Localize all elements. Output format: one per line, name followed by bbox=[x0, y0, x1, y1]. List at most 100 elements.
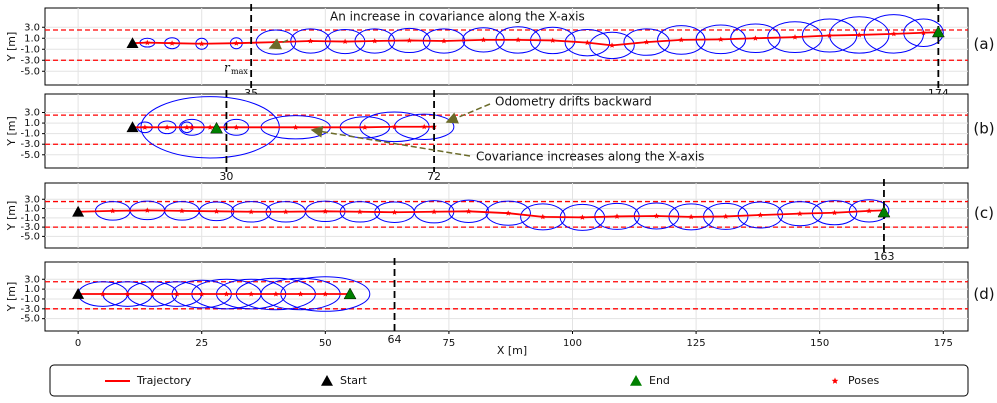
y-tick-label: -1.0 bbox=[20, 44, 40, 55]
y-axis-label: Y [m] bbox=[5, 32, 18, 63]
legend-star bbox=[831, 377, 839, 384]
end-marker bbox=[877, 205, 891, 218]
pose bbox=[371, 38, 378, 44]
y-tick-label: 3.0 bbox=[24, 274, 40, 285]
pose bbox=[718, 36, 724, 42]
legend-label: End bbox=[649, 374, 670, 387]
y-tick-label: -1.0 bbox=[20, 213, 40, 224]
radius-label-sub: max bbox=[231, 67, 248, 76]
legend-label: Trajectory bbox=[136, 374, 192, 387]
pose bbox=[184, 124, 190, 130]
x-tick-label: 50 bbox=[319, 338, 332, 349]
legend-triangle bbox=[630, 375, 642, 386]
trajectory bbox=[78, 209, 884, 219]
x-tick-label: 0 bbox=[75, 338, 81, 349]
pose bbox=[307, 38, 314, 44]
covariance-ellipse bbox=[589, 31, 635, 60]
pose bbox=[891, 30, 897, 37]
pose bbox=[826, 32, 833, 38]
annotation-arrow bbox=[445, 103, 491, 124]
pose bbox=[752, 35, 759, 41]
annotation: An increase in covariance along the X-ax… bbox=[330, 10, 585, 24]
annotation: Odometry drifts backward bbox=[495, 95, 652, 109]
start-marker bbox=[72, 205, 85, 217]
start-marker bbox=[126, 121, 139, 133]
pose bbox=[207, 124, 213, 130]
pose bbox=[920, 29, 927, 36]
x-tick-label: 100 bbox=[563, 338, 582, 349]
covariance-ellipse bbox=[564, 28, 611, 57]
pose bbox=[362, 124, 368, 130]
annotation: Covariance increases along the X-axis bbox=[476, 150, 704, 164]
pose bbox=[614, 213, 620, 219]
panel-label: (b) bbox=[973, 120, 994, 138]
pose bbox=[292, 124, 299, 130]
pose bbox=[722, 213, 729, 219]
x-tick-label: 25 bbox=[195, 338, 208, 349]
pose bbox=[391, 123, 398, 130]
annotation-arrow bbox=[268, 38, 289, 50]
radius-label: r bbox=[224, 61, 231, 75]
pose bbox=[757, 212, 764, 218]
y-tick-label: 3.0 bbox=[24, 194, 40, 205]
pose bbox=[866, 207, 872, 214]
covariance-ellipse bbox=[623, 28, 670, 56]
covariance-ellipse bbox=[848, 199, 890, 223]
y-tick-label: -3.0 bbox=[20, 55, 40, 66]
y-axis-label: Y [m] bbox=[5, 201, 18, 232]
pose bbox=[198, 291, 205, 297]
pose bbox=[248, 291, 254, 297]
x-tick-label: 75 bbox=[443, 338, 456, 349]
pose bbox=[248, 208, 254, 215]
y-axis-label: Y [m] bbox=[5, 282, 18, 313]
pose bbox=[391, 209, 398, 215]
y-tick-label: -3.0 bbox=[20, 222, 40, 233]
plot-area bbox=[44, 261, 969, 332]
pose bbox=[169, 40, 175, 46]
pose bbox=[609, 42, 615, 48]
y-tick-label: 3.0 bbox=[24, 22, 40, 33]
plot-area bbox=[44, 182, 969, 249]
pose bbox=[653, 213, 660, 219]
pose bbox=[322, 208, 329, 214]
pose bbox=[465, 208, 472, 214]
pose bbox=[431, 208, 437, 215]
y-axis-label: Y [m] bbox=[5, 116, 18, 147]
y-tick-label: -5.0 bbox=[20, 150, 40, 161]
y-tick-label: 1.0 bbox=[24, 284, 40, 295]
y-tick-label: -1.0 bbox=[20, 129, 40, 140]
legend-box bbox=[49, 364, 969, 397]
pose bbox=[174, 291, 180, 297]
pose bbox=[124, 291, 131, 297]
start-marker bbox=[72, 288, 85, 299]
start-marker bbox=[126, 37, 139, 48]
pose bbox=[109, 207, 116, 214]
marker-label: 72 bbox=[427, 170, 441, 183]
trajectory bbox=[132, 125, 435, 129]
pose bbox=[856, 32, 863, 38]
pose bbox=[549, 37, 556, 43]
pose bbox=[480, 36, 487, 43]
pose bbox=[233, 124, 240, 130]
legend-triangle bbox=[321, 375, 333, 386]
x-axis-label: X [m] bbox=[497, 344, 527, 357]
pose bbox=[441, 38, 447, 44]
pose bbox=[643, 39, 650, 45]
covariance-ellipse bbox=[485, 200, 531, 226]
marker-label: 163 bbox=[873, 250, 894, 263]
pose bbox=[189, 124, 195, 130]
panel-label: (a) bbox=[974, 35, 995, 53]
pose bbox=[273, 291, 279, 297]
y-tick-label: 3.0 bbox=[24, 108, 40, 119]
pose bbox=[282, 208, 289, 215]
pose bbox=[584, 39, 591, 46]
pose bbox=[515, 36, 521, 43]
pose bbox=[144, 39, 151, 46]
y-tick-label: -3.0 bbox=[20, 304, 40, 315]
y-tick-label: -3.0 bbox=[20, 139, 40, 150]
y-tick-label: 1.0 bbox=[24, 118, 40, 129]
pose bbox=[100, 291, 106, 297]
y-tick-label: -5.0 bbox=[20, 231, 40, 242]
pose bbox=[688, 213, 694, 220]
